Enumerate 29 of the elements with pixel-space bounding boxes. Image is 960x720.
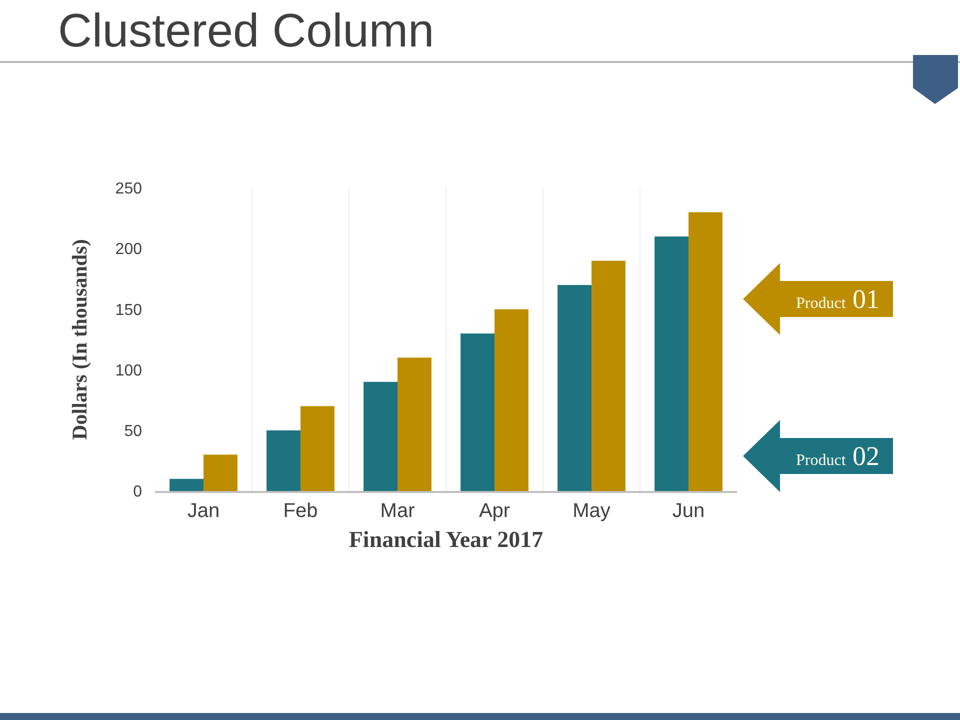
y-tick-label: 150	[115, 302, 142, 319]
bar	[688, 212, 722, 491]
x-tick-label: Jan	[187, 500, 220, 522]
bar	[364, 382, 398, 491]
y-axis-title: Dollars (In thousands)	[67, 239, 92, 440]
bar	[300, 406, 334, 491]
bar	[170, 478, 204, 491]
x-axis-title: Financial Year 2017	[348, 526, 544, 552]
bar	[460, 333, 494, 491]
y-tick-label: 250	[115, 180, 142, 198]
x-tick-label: Apr	[478, 500, 510, 522]
bar	[558, 284, 592, 491]
bar	[398, 358, 432, 491]
text: Product 02	[796, 441, 880, 471]
y-tick-label: 200	[115, 241, 142, 258]
y-tick-label: 100	[115, 362, 142, 380]
y-tick-label: 50	[124, 423, 142, 440]
bar	[654, 236, 688, 491]
bar	[592, 260, 626, 491]
bar	[494, 309, 528, 491]
y-tick-label: 0	[133, 484, 142, 501]
bar	[204, 454, 238, 491]
x-tick-label: Mar	[380, 500, 416, 522]
chart-title: Clustered Column	[58, 3, 434, 56]
x-tick-label: May	[572, 500, 610, 522]
x-tick-label: Jun	[672, 500, 705, 522]
bar	[266, 430, 300, 491]
x-tick-label: Feb	[283, 500, 318, 522]
text: Product 01	[796, 284, 880, 314]
